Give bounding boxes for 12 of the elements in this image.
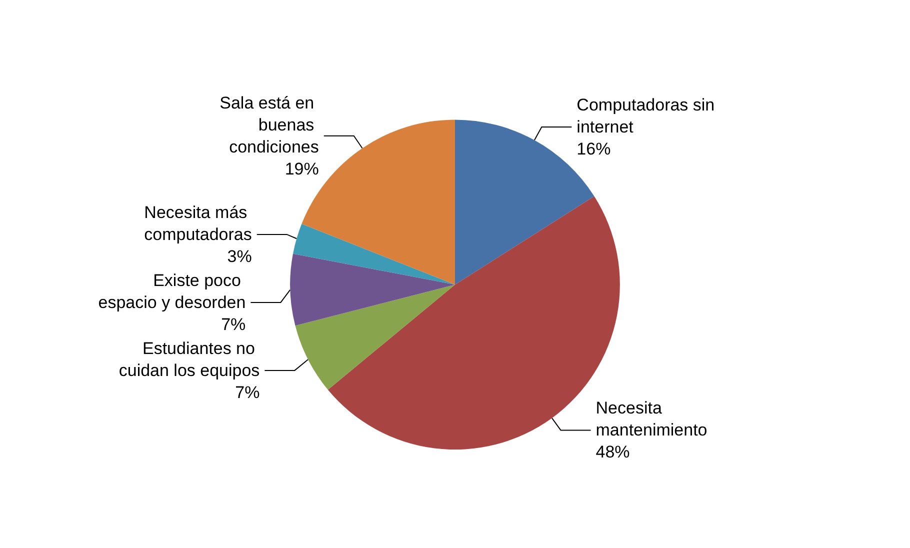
slice-label: Necesita mantenimiento [596, 398, 708, 440]
data-label: 19% [284, 159, 319, 178]
data-label: 7% [221, 314, 246, 334]
slice-label: Sala está en buenas condiciones [220, 93, 319, 156]
slice-label: Necesita más computadoras [144, 202, 252, 244]
data-label: 48% [596, 442, 630, 462]
slice-label: Estudiantes no cuidan los equipos [118, 338, 260, 380]
data-label: 7% [235, 382, 260, 402]
data-label: 3% [227, 246, 252, 266]
data-label: 16% [576, 139, 611, 158]
slice-label: Computadoras sin internet [576, 95, 720, 136]
slice-label: Existe poco espacio y desorden [98, 270, 246, 312]
